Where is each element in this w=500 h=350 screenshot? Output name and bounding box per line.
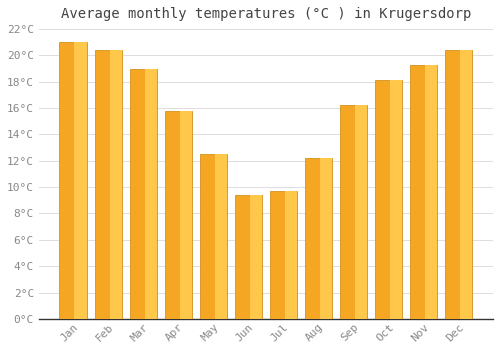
Bar <box>130 69 157 319</box>
Bar <box>94 50 122 319</box>
Bar <box>250 195 262 319</box>
Bar <box>74 42 87 319</box>
Bar <box>214 154 227 319</box>
Bar <box>460 50 472 319</box>
Bar <box>445 50 472 319</box>
Bar <box>375 80 402 319</box>
Bar <box>305 158 332 319</box>
Bar <box>355 105 367 319</box>
Bar <box>164 111 192 319</box>
Bar <box>320 158 332 319</box>
Bar <box>180 111 192 319</box>
Bar <box>200 154 227 319</box>
Title: Average monthly temperatures (°C ) in Krugersdorp: Average monthly temperatures (°C ) in Kr… <box>60 7 471 21</box>
Bar <box>285 191 297 319</box>
Bar <box>340 105 367 319</box>
Bar <box>425 65 438 319</box>
Bar <box>390 80 402 319</box>
Bar <box>110 50 122 319</box>
Bar <box>60 42 87 319</box>
Bar <box>144 69 157 319</box>
Bar <box>270 191 297 319</box>
Bar <box>410 65 438 319</box>
Bar <box>234 195 262 319</box>
